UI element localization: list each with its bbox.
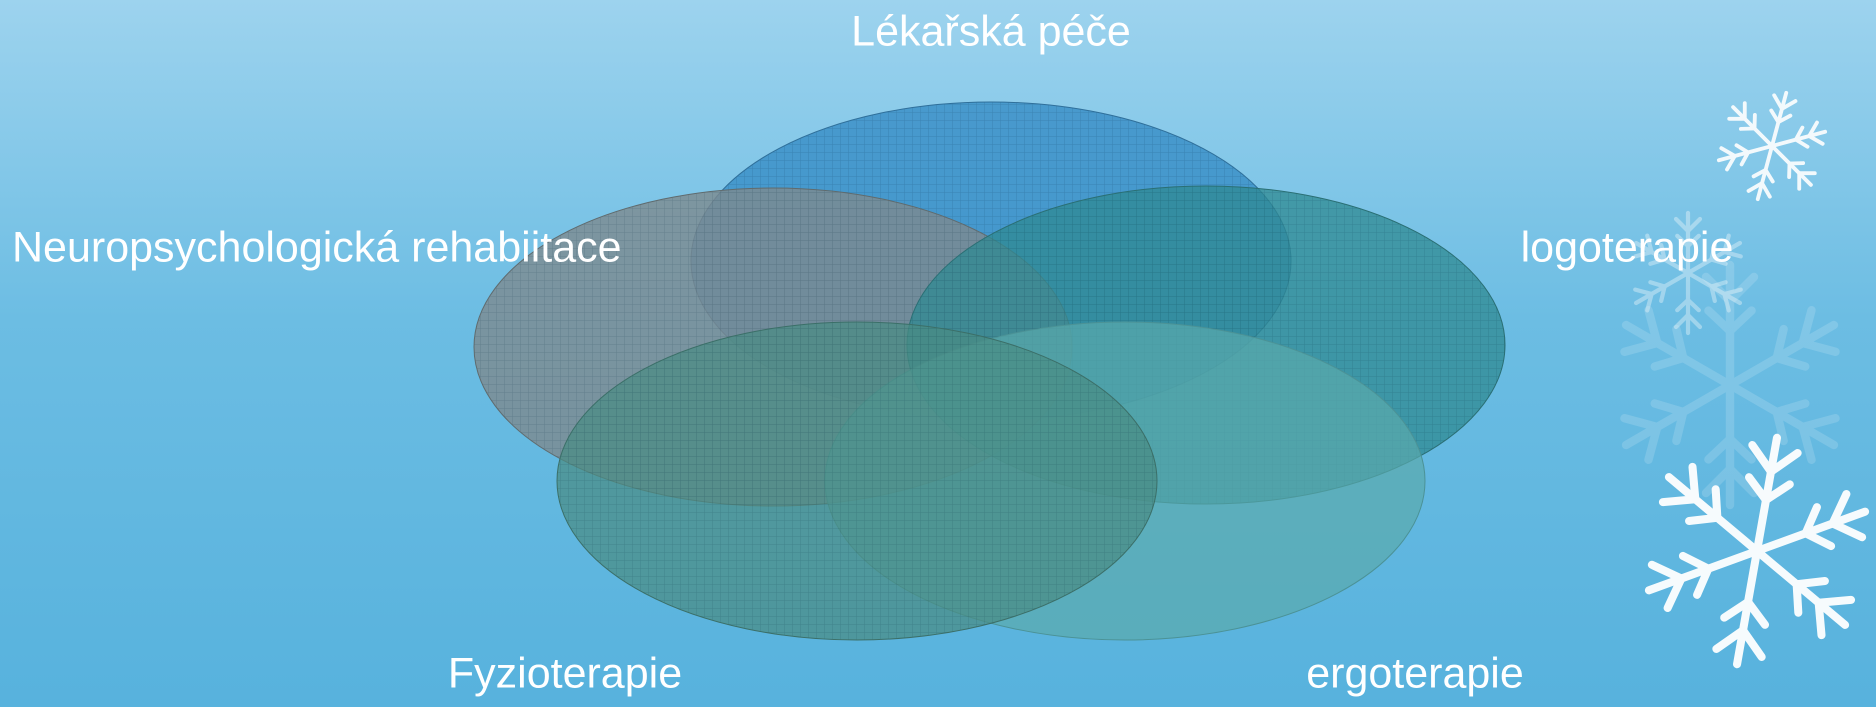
label-left: Neuropsychologická rehabiitace	[12, 223, 622, 271]
page: Lékařská péče Neuropsychologická rehabii…	[0, 0, 1876, 707]
label-right: logoterapie	[1521, 223, 1734, 271]
label-top: Lékařská péče	[851, 7, 1131, 55]
label-bottom-right: ergoterapie	[1306, 649, 1524, 697]
label-bottom-left: Fyzioterapie	[448, 649, 682, 697]
slide: Lékařská péče Neuropsychologická rehabii…	[0, 0, 1876, 707]
ellipse-bottom-left	[557, 322, 1157, 640]
